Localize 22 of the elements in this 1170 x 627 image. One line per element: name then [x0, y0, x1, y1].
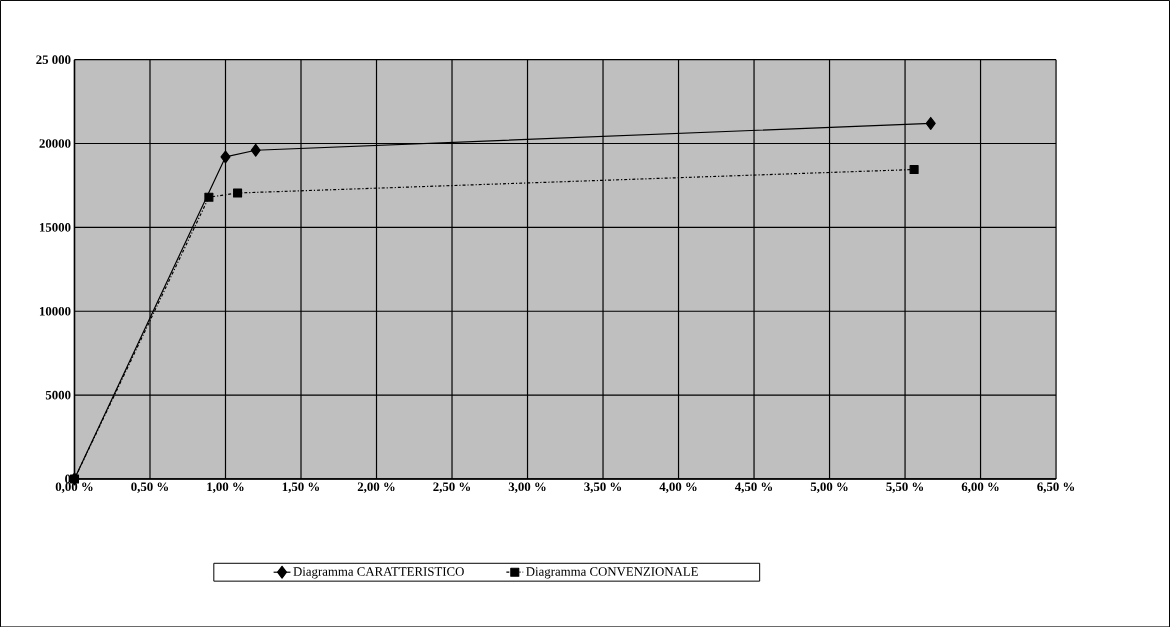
x-tick-label: 4,00 % [659, 482, 697, 493]
legend-label: Diagramma CONVENZIONALE [526, 567, 698, 579]
x-tick-label: 4,50 % [734, 482, 773, 493]
y-tick-label: 0 [65, 474, 71, 484]
x-tick-label: 2,50 % [433, 482, 471, 493]
y-tick-label: 15000 [39, 222, 71, 232]
x-tick-label: 6,00 % [961, 482, 999, 493]
y-tick-label: 10000 [39, 306, 71, 316]
x-tick-label: 3,00 % [508, 482, 546, 493]
legend-label: Diagramma CARATTERISTICO [293, 567, 464, 579]
y-tick-label: 20000 [39, 139, 71, 148]
x-tick-label: 5,50 % [886, 482, 924, 493]
x-tick-label: 0,50 % [131, 482, 169, 493]
x-tick-label: 0,00 % [55, 482, 93, 493]
y-tick-label: 5000 [45, 390, 71, 400]
x-tick-label: 1,50 % [282, 482, 320, 493]
y-tick-label: 25 000 [36, 55, 71, 64]
x-tick-label: 5,00 % [810, 482, 848, 493]
x-tick-label: 1,00 % [207, 482, 244, 493]
x-tick-label: 6,50 % [1037, 482, 1075, 493]
x-tick-label: 3,50 % [584, 482, 622, 493]
x-tick-label: 2,00 % [357, 482, 395, 493]
